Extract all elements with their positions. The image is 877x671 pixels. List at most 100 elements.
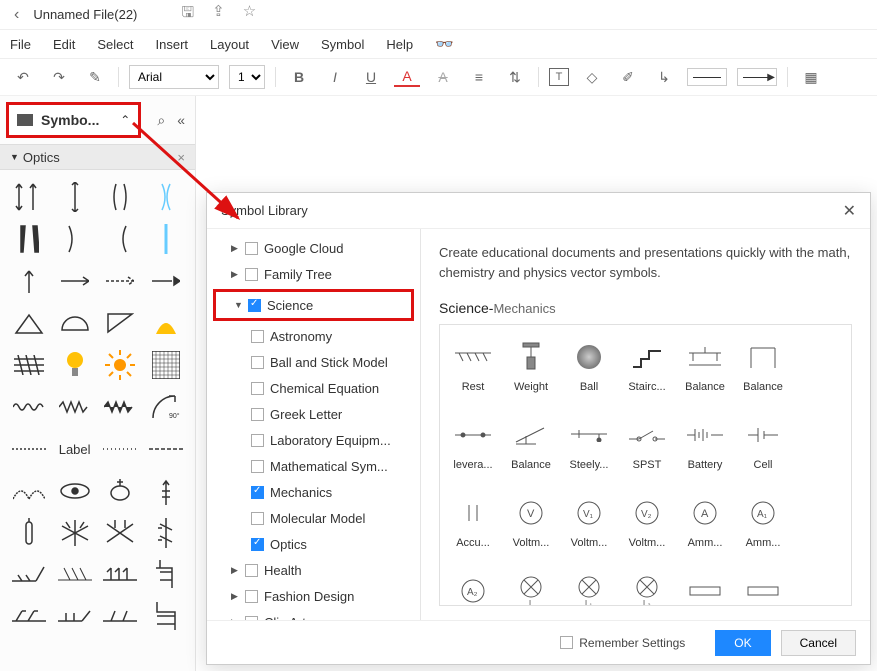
optics-symbol[interactable] [6, 428, 52, 470]
cancel-button[interactable]: Cancel [781, 630, 856, 656]
optics-symbol[interactable] [98, 260, 144, 302]
tree-lab-equip[interactable]: Laboratory Equipm... [207, 427, 420, 453]
menu-view[interactable]: View [271, 37, 299, 52]
optics-symbol[interactable] [6, 302, 52, 344]
symbol-leverage[interactable]: levera... [444, 411, 502, 489]
optics-symbol[interactable] [98, 302, 144, 344]
menu-layout[interactable]: Layout [210, 37, 249, 52]
symbol-lamp1[interactable]: L₁Lamp1 [560, 567, 618, 606]
pen-icon[interactable]: ✐ [615, 64, 641, 90]
optics-symbol[interactable] [52, 302, 98, 344]
menu-select[interactable]: Select [97, 37, 133, 52]
menu-edit[interactable]: Edit [53, 37, 75, 52]
optics-symbol[interactable] [6, 386, 52, 428]
tree-math-sym[interactable]: Mathematical Sym... [207, 453, 420, 479]
tree-fashion[interactable]: ▶Fashion Design [207, 583, 420, 609]
back-icon[interactable]: ‹ [8, 6, 25, 24]
symbol-rest[interactable]: Rest [444, 333, 502, 411]
optics-symbol[interactable] [6, 218, 52, 260]
tree-astronomy[interactable]: Astronomy [207, 323, 420, 349]
search-icon[interactable]: ⌕ [157, 112, 165, 129]
spacing-icon[interactable]: ⇅ [502, 64, 528, 90]
tree-greek[interactable]: Greek Letter [207, 401, 420, 427]
optics-symbol[interactable] [143, 302, 189, 344]
optics-symbol[interactable] [52, 176, 98, 218]
symbol-ball[interactable]: Ball [560, 333, 618, 411]
close-section-icon[interactable]: × [177, 150, 185, 165]
tree-chem-eq[interactable]: Chemical Equation [207, 375, 420, 401]
symbol-resistor2[interactable]: Resist... [734, 567, 792, 606]
optics-symbol[interactable]: Label [52, 428, 98, 470]
underline-icon[interactable]: U [358, 64, 384, 90]
symbol-panel-header[interactable]: Symbo... ⌃ [6, 102, 141, 138]
optics-symbol[interactable] [52, 470, 98, 512]
tree-molecular[interactable]: Molecular Model [207, 505, 420, 531]
symbol-voltmeter1[interactable]: V₁Voltm... [560, 489, 618, 567]
italic-icon[interactable]: I [322, 64, 348, 90]
menu-help[interactable]: Help [386, 37, 413, 52]
remember-checkbox[interactable]: Remember Settings [560, 636, 685, 650]
symbol-balance3[interactable]: Balance [502, 411, 560, 489]
optics-symbol[interactable] [6, 470, 52, 512]
fill-icon[interactable]: ◇ [579, 64, 605, 90]
symbol-lamp2[interactable]: L₂Lamp2 [618, 567, 676, 606]
connector-icon[interactable]: ↳ [651, 64, 677, 90]
align-icon[interactable]: ≡ [466, 64, 492, 90]
optics-symbol[interactable] [143, 344, 189, 386]
tree-ball-stick[interactable]: Ball and Stick Model [207, 349, 420, 375]
optics-symbol[interactable] [52, 260, 98, 302]
share-icon[interactable]: ⇪ [212, 2, 225, 27]
close-icon[interactable]: ✕ [843, 201, 856, 221]
star-icon[interactable]: ☆ [243, 2, 256, 27]
font-color-icon[interactable]: A [394, 67, 420, 87]
bold-icon[interactable]: B [286, 64, 312, 90]
symbol-resistor[interactable]: Resist... [676, 567, 734, 606]
symbol-ammeter1[interactable]: A₁Amm... [734, 489, 792, 567]
strike-icon[interactable]: A [430, 64, 456, 90]
optics-symbol[interactable] [52, 218, 98, 260]
tree-science[interactable]: ▼Science [216, 292, 411, 318]
symbol-steelyard[interactable]: Steely... [560, 411, 618, 489]
symbol-battery[interactable]: Battery [676, 411, 734, 489]
symbol-ammeter2[interactable]: A₂Amm... [444, 567, 502, 606]
optics-symbol[interactable] [98, 428, 144, 470]
optics-symbol[interactable] [98, 386, 144, 428]
symbol-weight[interactable]: Weight [502, 333, 560, 411]
font-select[interactable]: Arial [129, 65, 219, 89]
brush-icon[interactable]: ✎ [82, 64, 108, 90]
optics-symbol[interactable] [6, 512, 52, 554]
optics-symbol[interactable] [98, 596, 144, 638]
optics-symbol[interactable] [98, 218, 144, 260]
optics-symbol[interactable] [52, 596, 98, 638]
collapse-icon[interactable]: « [177, 112, 185, 128]
redo-icon[interactable]: ↷ [46, 64, 72, 90]
optics-symbol[interactable] [6, 176, 52, 218]
symbol-voltmeter[interactable]: VVoltm... [502, 489, 560, 567]
text-box-icon[interactable]: T [549, 68, 569, 86]
optics-section-header[interactable]: ▼Optics × [0, 144, 195, 170]
optics-symbol[interactable] [98, 176, 144, 218]
optics-symbol[interactable] [6, 554, 52, 596]
optics-symbol[interactable] [143, 554, 189, 596]
optics-symbol[interactable]: 90° [143, 386, 189, 428]
layout-grid-icon[interactable]: ▦ [798, 64, 824, 90]
optics-symbol[interactable] [143, 260, 189, 302]
optics-symbol[interactable] [143, 218, 189, 260]
optics-symbol[interactable] [143, 428, 189, 470]
tree-mechanics[interactable]: Mechanics [207, 479, 420, 505]
optics-symbol[interactable] [6, 344, 52, 386]
optics-symbol[interactable] [98, 470, 144, 512]
symbol-cell[interactable]: Cell [734, 411, 792, 489]
optics-symbol[interactable] [143, 512, 189, 554]
symbol-balance1[interactable]: Balance [676, 333, 734, 411]
undo-icon[interactable]: ↶ [10, 64, 36, 90]
symbol-accumulator[interactable]: Accu... [444, 489, 502, 567]
optics-symbol[interactable] [52, 512, 98, 554]
symbol-lamp[interactable]: LLamp [502, 567, 560, 606]
line-style[interactable] [687, 68, 727, 86]
optics-symbol[interactable] [143, 596, 189, 638]
symbol-balance2[interactable]: Balance [734, 333, 792, 411]
ok-button[interactable]: OK [715, 630, 770, 656]
arrow-style[interactable]: ▶ [737, 68, 777, 86]
tree-clipart[interactable]: ▶Clip Art [207, 609, 420, 620]
